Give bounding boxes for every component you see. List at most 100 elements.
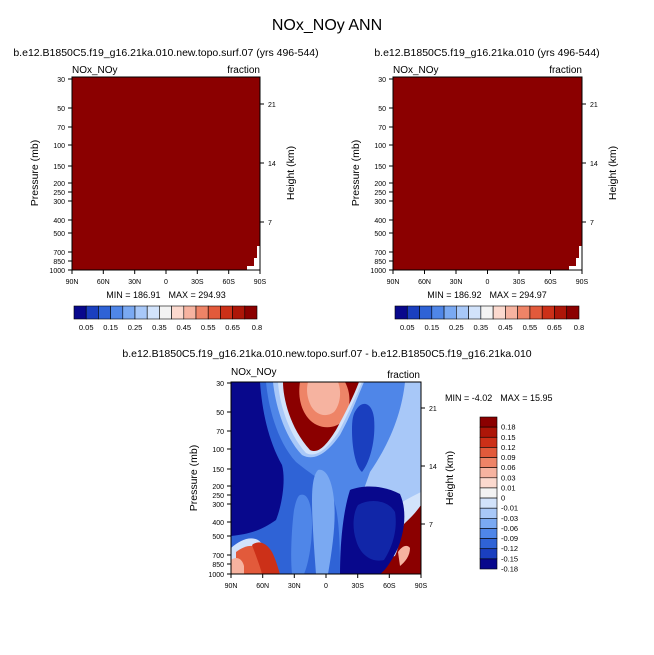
colorbar-tick-label: -0.09 bbox=[501, 534, 518, 543]
contour-region bbox=[231, 382, 284, 536]
y-axis-left: 30 50 70 100 150 200 250 300 400 500 700… bbox=[208, 381, 231, 579]
x-tick-label: 60S bbox=[544, 279, 557, 286]
colorbar-tick-label: 0.05 bbox=[400, 323, 415, 332]
colorbar-swatch bbox=[479, 457, 498, 468]
colorbar-tick-label: 0.65 bbox=[547, 323, 562, 332]
colorbar-swatch bbox=[171, 305, 185, 320]
x-tick-label: 60S bbox=[383, 583, 396, 590]
y-tick-label: 700 bbox=[212, 553, 224, 560]
colorbar-tick-label: 0.18 bbox=[501, 423, 516, 432]
min-max-label: MIN = 186.92 MAX = 294.97 bbox=[427, 290, 547, 300]
plot-field bbox=[71, 76, 261, 271]
colorbar-swatch bbox=[479, 548, 498, 560]
colorbar-swatch bbox=[419, 305, 433, 320]
colorbar-tick-label: 0.55 bbox=[523, 323, 538, 332]
colorbar-swatch bbox=[479, 467, 498, 479]
colorbar-swatch bbox=[134, 305, 148, 320]
contour-region bbox=[252, 542, 280, 574]
colorbar-tick-label: -0.06 bbox=[501, 524, 518, 533]
colorbar-swatch bbox=[479, 487, 498, 499]
colorbar-swatch bbox=[85, 305, 99, 320]
y-axis-title: Pressure (mb) bbox=[188, 445, 200, 512]
y-right-tick-label: 14 bbox=[268, 161, 276, 168]
colorbar-swatch bbox=[479, 497, 498, 509]
colorbar-tick-label: 0.25 bbox=[128, 323, 143, 332]
y-axis-title: Pressure (mb) bbox=[350, 140, 362, 207]
y-tick-label: 400 bbox=[53, 218, 65, 225]
y-tick-label: 250 bbox=[212, 493, 224, 500]
y-tick-label: 500 bbox=[374, 231, 386, 238]
colorbar-tick-label: 0.15 bbox=[501, 433, 516, 442]
x-tick-label: 90S bbox=[415, 583, 428, 590]
y-axis-right: 21 14 7 bbox=[260, 102, 276, 227]
y-tick-label: 300 bbox=[53, 199, 65, 206]
y-axis-right-title: Height (km) bbox=[285, 146, 297, 200]
colorbar-tick-label: -0.15 bbox=[501, 554, 518, 563]
y-tick-label: 100 bbox=[212, 447, 224, 454]
x-tick-label: 30N bbox=[288, 583, 301, 590]
x-tick-label: 60N bbox=[256, 583, 269, 590]
colorbar-swatch bbox=[479, 436, 498, 448]
y-tick-label: 850 bbox=[53, 259, 65, 266]
y-tick-label: 700 bbox=[374, 250, 386, 257]
colorbar-tick-label: 0.06 bbox=[501, 463, 516, 472]
colorbar-tick-label: 0.05 bbox=[79, 323, 94, 332]
y-tick-label: 1000 bbox=[208, 572, 224, 579]
colorbar-tick-label: 0.65 bbox=[225, 323, 240, 332]
y-tick-label: 50 bbox=[57, 106, 65, 113]
y-tick-label: 50 bbox=[216, 410, 224, 417]
colorbar: 0.05 0.15 0.25 0.35 0.45 0.55 0.65 0.8 bbox=[394, 305, 584, 332]
colorbar-tick-label: 0.12 bbox=[501, 443, 516, 452]
panel-difference: b.e12.B1850C5.f19_g16.21ka.010.new.topo.… bbox=[122, 348, 552, 590]
y-tick-label: 200 bbox=[374, 181, 386, 188]
panel-title: b.e12.B1850C5.f19_g16.21ka.010.new.topo.… bbox=[13, 47, 318, 59]
colorbar-swatch bbox=[479, 528, 498, 539]
colorbar-swatch bbox=[468, 305, 482, 320]
colorbar-swatch bbox=[479, 426, 498, 438]
colorbar-tick-label: -0.12 bbox=[501, 544, 518, 553]
figure-title: NOx_NOy ANN bbox=[272, 17, 382, 34]
x-tick-label: 90N bbox=[225, 583, 238, 590]
y-tick-label: 100 bbox=[374, 143, 386, 150]
y-tick-label: 150 bbox=[212, 467, 224, 474]
colorbar-tick-label: 0.15 bbox=[103, 323, 118, 332]
y-right-tick-label: 7 bbox=[429, 522, 433, 529]
x-tick-label: 30S bbox=[351, 583, 364, 590]
y-tick-label: 70 bbox=[378, 125, 386, 132]
y-tick-label: 850 bbox=[374, 259, 386, 266]
colorbar-swatch bbox=[505, 305, 518, 320]
x-tick-label: 0 bbox=[164, 279, 168, 286]
colorbar-swatch bbox=[122, 305, 136, 320]
y-tick-label: 30 bbox=[57, 77, 65, 84]
x-tick-label: 60S bbox=[222, 279, 235, 286]
x-tick-label: 60N bbox=[418, 279, 431, 286]
y-tick-label: 400 bbox=[374, 218, 386, 225]
y-tick-label: 70 bbox=[216, 429, 224, 436]
x-tick-label: 90N bbox=[66, 279, 79, 286]
x-tick-label: 30N bbox=[450, 279, 463, 286]
colorbar-swatch bbox=[207, 305, 221, 320]
x-axis: 90N 60N 30N 0 30S 60S 90S bbox=[225, 574, 428, 590]
colorbar-swatch bbox=[480, 305, 494, 320]
colorbar-tick-label: 0.25 bbox=[449, 323, 464, 332]
x-axis: 90N 60N 30N 0 30S 60S 90S bbox=[387, 270, 589, 286]
y-tick-label: 400 bbox=[212, 520, 224, 527]
y-axis-right-title: Height (km) bbox=[444, 451, 456, 505]
units-label: fraction bbox=[549, 65, 582, 76]
colorbar-tick-label: 0.15 bbox=[424, 323, 439, 332]
contour-region bbox=[312, 469, 335, 574]
colorbar-tick-label: -0.18 bbox=[501, 565, 518, 574]
colorbar-tick-label: 0.55 bbox=[201, 323, 216, 332]
colorbar-tick-label: -0.03 bbox=[501, 514, 518, 523]
colorbar-swatch bbox=[566, 305, 580, 320]
y-tick-label: 250 bbox=[53, 190, 65, 197]
y-tick-label: 70 bbox=[57, 125, 65, 132]
colorbar-swatch bbox=[479, 477, 498, 489]
y-right-tick-label: 21 bbox=[590, 102, 598, 109]
y-tick-label: 700 bbox=[53, 250, 65, 257]
x-tick-label: 90S bbox=[254, 279, 267, 286]
min-max-label: MIN = 186.91 MAX = 294.93 bbox=[106, 290, 226, 300]
colorbar: 0.180.150.120.090.060.030.010-0.01-0.03-… bbox=[479, 416, 518, 574]
colorbar-swatch bbox=[541, 305, 555, 320]
x-tick-label: 30S bbox=[513, 279, 526, 286]
